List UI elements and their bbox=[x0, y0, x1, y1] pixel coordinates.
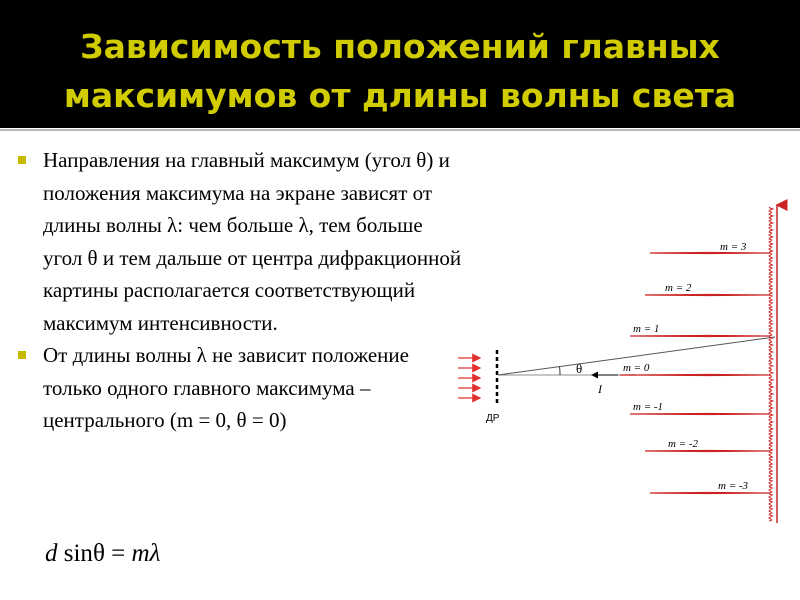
bullet-text: От длины волны λ не зависит положение то… bbox=[43, 343, 409, 432]
bullet-square-icon bbox=[18, 156, 26, 164]
intensity-label: I bbox=[597, 382, 603, 396]
formula-equals: = bbox=[111, 540, 126, 567]
grating-label: ДР bbox=[486, 413, 500, 424]
max-peak-m0 bbox=[619, 373, 771, 377]
order-label-m-1: m = -1 bbox=[633, 401, 663, 413]
bullet-list: Направления на главный максимум (угол θ)… bbox=[18, 144, 463, 437]
bullet-square-icon bbox=[18, 351, 26, 359]
slide-title: Зависимость положений главных максимумов… bbox=[20, 22, 780, 120]
angle-label: θ bbox=[576, 361, 582, 376]
formula-lambda: λ bbox=[149, 540, 161, 567]
formula-d: d bbox=[45, 540, 58, 567]
formula-m: m bbox=[131, 540, 150, 567]
order-label-m1: m = 1 bbox=[633, 323, 659, 335]
screen-intensity-wave bbox=[768, 206, 775, 522]
max-peak-m3 bbox=[649, 251, 771, 255]
order-label-m0: m = 0 bbox=[623, 362, 650, 374]
bullet-item: Направления на главный максимум (угол θ)… bbox=[18, 144, 463, 339]
peaks-group bbox=[619, 251, 771, 495]
order-label-m3: m = 3 bbox=[720, 241, 747, 253]
title-divider bbox=[0, 129, 800, 131]
max-peak-m2 bbox=[644, 293, 771, 297]
order-labels: m = 3 m = 2 m = 1 m = 0 m = -1 m = -2 m … bbox=[623, 241, 749, 492]
max-peak-m-2 bbox=[644, 449, 771, 453]
title-bar: Зависимость положений главных максимумов… bbox=[0, 0, 800, 128]
diffraction-diagram: ДР θ I m = 3 m = 2 m = 1 m = 0 m = -1 m … bbox=[458, 199, 788, 523]
max-peak-m-1 bbox=[629, 412, 771, 416]
diffracted-ray bbox=[497, 336, 776, 376]
max-peak-m-3 bbox=[649, 491, 771, 495]
formula-sin: sin bbox=[63, 540, 93, 567]
bullet-text: Направления на главный максимум (угол θ)… bbox=[43, 148, 462, 335]
order-label-m2: m = 2 bbox=[665, 282, 692, 294]
formula-theta: θ bbox=[92, 540, 105, 567]
max-peak-m1 bbox=[629, 334, 771, 338]
bullet-item: От длины волны λ не зависит положение то… bbox=[18, 339, 463, 437]
title-line-2: максимумов от длины волны света bbox=[63, 76, 737, 115]
incident-light-arrows bbox=[458, 353, 482, 403]
grating-formula: d sinθ = mλ bbox=[45, 540, 160, 568]
order-label-m-2: m = -2 bbox=[668, 438, 699, 450]
title-line-1: Зависимость положений главных bbox=[80, 27, 720, 66]
order-label-m-3: m = -3 bbox=[718, 480, 749, 492]
